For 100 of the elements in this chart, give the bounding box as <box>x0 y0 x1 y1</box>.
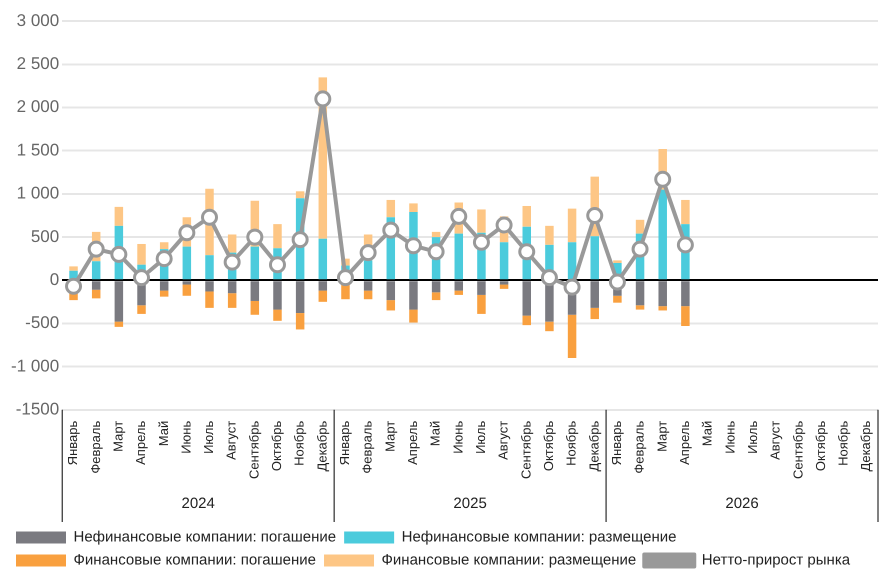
x-tick-label: Декабрь <box>586 420 602 472</box>
bar <box>636 220 644 234</box>
bar <box>545 322 554 332</box>
point <box>654 170 672 188</box>
bar <box>477 294 486 314</box>
x-tick-label: Октябрь <box>540 420 556 472</box>
bar <box>477 209 486 233</box>
bar <box>454 234 464 280</box>
point <box>110 246 128 263</box>
point <box>496 216 513 234</box>
point <box>450 208 468 225</box>
bar <box>318 290 328 302</box>
bar <box>658 281 667 306</box>
bar <box>454 290 464 295</box>
x-tick-label: Апрель <box>405 420 420 465</box>
bar <box>273 281 282 310</box>
point <box>314 90 332 108</box>
bar <box>228 234 236 253</box>
y-tick-label: -500 <box>25 313 60 332</box>
bar <box>590 281 599 308</box>
bar <box>250 246 260 280</box>
bar <box>500 284 508 289</box>
x-tick-label: Май <box>156 420 171 446</box>
bar <box>681 281 690 306</box>
point <box>65 278 82 295</box>
point <box>586 206 604 224</box>
point <box>268 256 286 274</box>
point <box>608 273 626 290</box>
x-tick-label: Сентябрь <box>246 420 262 480</box>
bar <box>364 281 372 291</box>
bar <box>500 281 508 285</box>
bar <box>432 292 440 300</box>
x-tick-label: Декабрь <box>314 420 330 472</box>
x-tick-label: Май <box>700 420 715 446</box>
point <box>676 236 694 254</box>
y-tick-label: 3 000 <box>16 10 60 30</box>
bar <box>160 290 168 297</box>
point <box>632 240 649 258</box>
bar <box>205 291 214 308</box>
y-tick-label: -1500 <box>16 399 60 418</box>
x-tick-label: Ноябрь <box>836 420 851 466</box>
legend-label: Нефинансовые компании: погашение <box>74 528 336 546</box>
legend-label: Нефинансовые компании: размещение <box>402 528 677 546</box>
bar <box>273 310 282 321</box>
bar <box>273 224 282 248</box>
bar <box>522 316 532 326</box>
bar <box>160 281 168 291</box>
x-tick-label: Январь <box>608 420 624 466</box>
y-tick-label: 1 000 <box>16 184 60 203</box>
x-tick-label: Ноябрь <box>292 420 307 466</box>
bar <box>613 296 622 303</box>
x-tick-label: Ноябрь <box>564 420 579 466</box>
bar <box>205 255 214 280</box>
bar <box>386 200 396 218</box>
point <box>472 234 490 251</box>
bar <box>69 266 78 271</box>
bar <box>432 281 440 292</box>
bar <box>500 242 508 280</box>
bar <box>613 260 622 263</box>
text: 2024 <box>181 495 215 512</box>
legend-label: Нетто-прирост рынка <box>702 552 851 569</box>
y-tick-label: 2 000 <box>16 97 60 116</box>
bar <box>568 314 576 358</box>
bar <box>386 281 396 300</box>
point <box>246 228 264 246</box>
bar <box>681 306 690 326</box>
point <box>224 254 241 271</box>
point <box>540 269 558 286</box>
bar <box>590 308 599 320</box>
bar <box>409 203 418 212</box>
point <box>404 237 422 254</box>
x-tick-label: Октябрь <box>269 420 284 472</box>
bar <box>364 260 372 280</box>
bar <box>137 244 146 265</box>
bar <box>250 281 260 301</box>
y-tick-label: -1 000 <box>11 356 60 376</box>
x-tick-label: Июль <box>201 420 216 454</box>
x-tick-label: Март <box>654 420 670 452</box>
bar <box>545 226 554 245</box>
bar <box>636 281 644 306</box>
y-tick-label: 0 <box>50 270 60 289</box>
x-tick-label: Февраль <box>360 420 375 474</box>
x-tick-label: Январь <box>65 420 80 466</box>
x-tick-label: Август <box>768 420 783 460</box>
bar <box>92 281 100 290</box>
legend-label: Финансовые компании: размещение <box>382 552 636 569</box>
x-tick-label: Декабрь <box>858 420 874 472</box>
legend-label: Финансовые компании: погашение <box>74 552 316 569</box>
x-tick-label: Июль <box>744 420 760 454</box>
point <box>360 244 377 262</box>
y-tick-label: 2 500 <box>16 54 60 74</box>
bar <box>250 300 260 315</box>
bar <box>182 246 192 280</box>
bar <box>386 300 396 310</box>
x-tick-label: Март <box>110 420 126 452</box>
point <box>382 222 400 239</box>
bar <box>296 281 304 314</box>
bar <box>681 200 690 224</box>
bar <box>182 284 192 296</box>
x-tick-label: Февраль <box>632 420 647 474</box>
